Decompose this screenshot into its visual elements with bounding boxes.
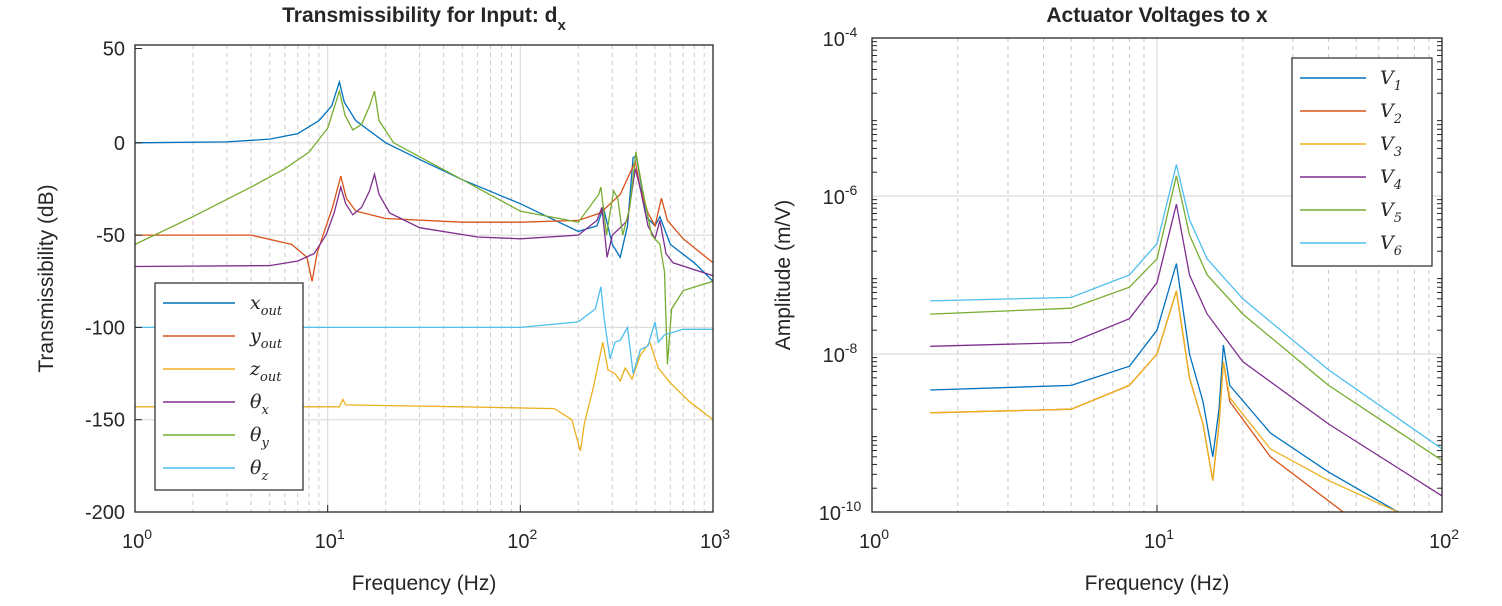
y-tick-label: -200 [85, 502, 125, 524]
y-tick-label: -50 [96, 225, 125, 247]
series-line-V4 [930, 203, 1442, 497]
y-tick-label: 0 [114, 133, 125, 155]
series-line-V3 [930, 290, 1399, 512]
y-tick-label: 10-6 [823, 182, 858, 209]
y-tick-label: 10-8 [823, 340, 858, 367]
axes-box [134, 44, 714, 513]
x-tick-label: 101 [315, 526, 345, 553]
x-tick-label: 102 [507, 526, 537, 553]
series-line-θx [135, 168, 713, 277]
chart-title: Transmissibility for Input: dx [282, 4, 566, 34]
series-line-xout [135, 79, 713, 282]
x-tick-label: 102 [1429, 526, 1459, 553]
y-tick-label: -100 [85, 317, 125, 339]
y-tick-label: 50 [103, 39, 125, 61]
y-tick-label: -150 [85, 410, 125, 432]
x-tick-label: 100 [859, 526, 889, 553]
x-axis-label: Frequency (Hz) [1085, 572, 1230, 595]
x-tick-label: 103 [700, 526, 730, 553]
series-line-yout [135, 159, 713, 282]
x-tick-label: 100 [122, 526, 152, 553]
y-tick-label: 10-4 [823, 24, 858, 51]
series-line-θy [135, 88, 713, 365]
series-line-V1 [930, 263, 1399, 512]
y-axis-label: Amplitude (m/V) [772, 200, 795, 351]
series-line-V5 [930, 175, 1442, 461]
series-line-zout [135, 340, 713, 452]
series-line-V6 [930, 164, 1442, 450]
legend-box [1291, 57, 1433, 267]
series-line-θz [135, 286, 713, 374]
y-axis-label: Transmissibility (dB) [35, 184, 58, 372]
chart-title: Actuator Voltages to x [1046, 4, 1268, 27]
x-axis-label: Frequency (Hz) [352, 572, 497, 595]
legend-box [154, 282, 304, 491]
x-tick-label: 101 [1144, 526, 1174, 553]
y-tick-label: 10-10 [819, 498, 862, 525]
